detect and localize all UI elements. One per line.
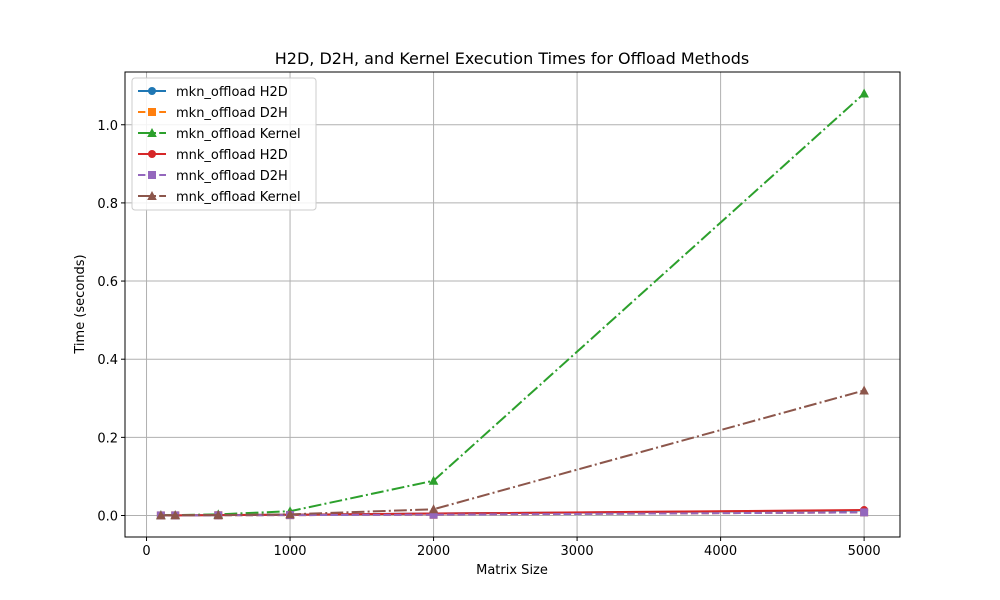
legend-label: mnk_offload D2H [176, 169, 288, 184]
y-tick-label: 1.0 [97, 119, 118, 134]
y-tick-label: 0.2 [97, 431, 118, 446]
legend-item: mkn_offload D2H [138, 106, 288, 121]
x-tick-label: 2000 [417, 544, 450, 559]
y-tick-label: 0.8 [97, 197, 118, 212]
data-point [429, 510, 438, 519]
data-point [156, 510, 166, 520]
legend-marker [147, 128, 157, 137]
x-tick-label: 1000 [273, 544, 306, 559]
data-point [428, 475, 439, 485]
legend-item: mkn_offload H2D [138, 85, 288, 100]
legend-marker [148, 108, 156, 116]
legend-marker [148, 87, 156, 95]
axis-ticks: 0 1000 2000 3000 4000 5000 0.0 0.2 0.4 0.6 0.8 1.0 [97, 119, 880, 559]
data-point [170, 510, 181, 520]
y-tick-label: 0.0 [97, 510, 118, 525]
legend-item: mnk_offload H2D [138, 148, 288, 163]
legend-item: mkn_offload Kernel [138, 127, 301, 142]
legend-marker [148, 171, 156, 179]
legend-box [131, 77, 317, 211]
legend-label: mkn_offload Kernel [176, 127, 301, 142]
data-point [859, 88, 869, 98]
series-mnk_offload-kernel [156, 385, 869, 520]
grid [125, 72, 900, 537]
data-point [213, 510, 224, 520]
x-tick-label: 4000 [704, 544, 737, 559]
legend-item: mnk_offload Kernel [138, 190, 301, 205]
data-point [285, 509, 295, 519]
x-tick-label: 0 [142, 544, 150, 559]
y-tick-label: 0.6 [97, 275, 118, 290]
legend: mkn_offload H2D mkn_offload D2H mkn_offloa… [131, 77, 317, 211]
legend-label: mkn_offload H2D [176, 85, 288, 100]
legend-marker [147, 191, 157, 200]
x-tick-label: 5000 [848, 544, 881, 559]
legend-marker [148, 150, 156, 158]
series-layer [156, 88, 869, 520]
data-point [428, 504, 439, 514]
y-tick-label: 0.4 [97, 353, 118, 368]
legend-label: mnk_offload H2D [176, 148, 288, 163]
legend-label: mkn_offload D2H [176, 106, 288, 121]
data-point [860, 508, 869, 517]
data-point [859, 385, 869, 395]
y-axis-label: Time (seconds) [73, 254, 88, 354]
x-axis-label: Matrix Size [476, 563, 548, 578]
chart-title: H2D, D2H, and Kernel Execution Times for… [275, 49, 749, 68]
x-tick-label: 3000 [561, 544, 594, 559]
plot-frame [124, 71, 901, 538]
legend-item: mnk_offload D2H [138, 169, 288, 184]
legend-label: mnk_offload Kernel [176, 190, 301, 205]
